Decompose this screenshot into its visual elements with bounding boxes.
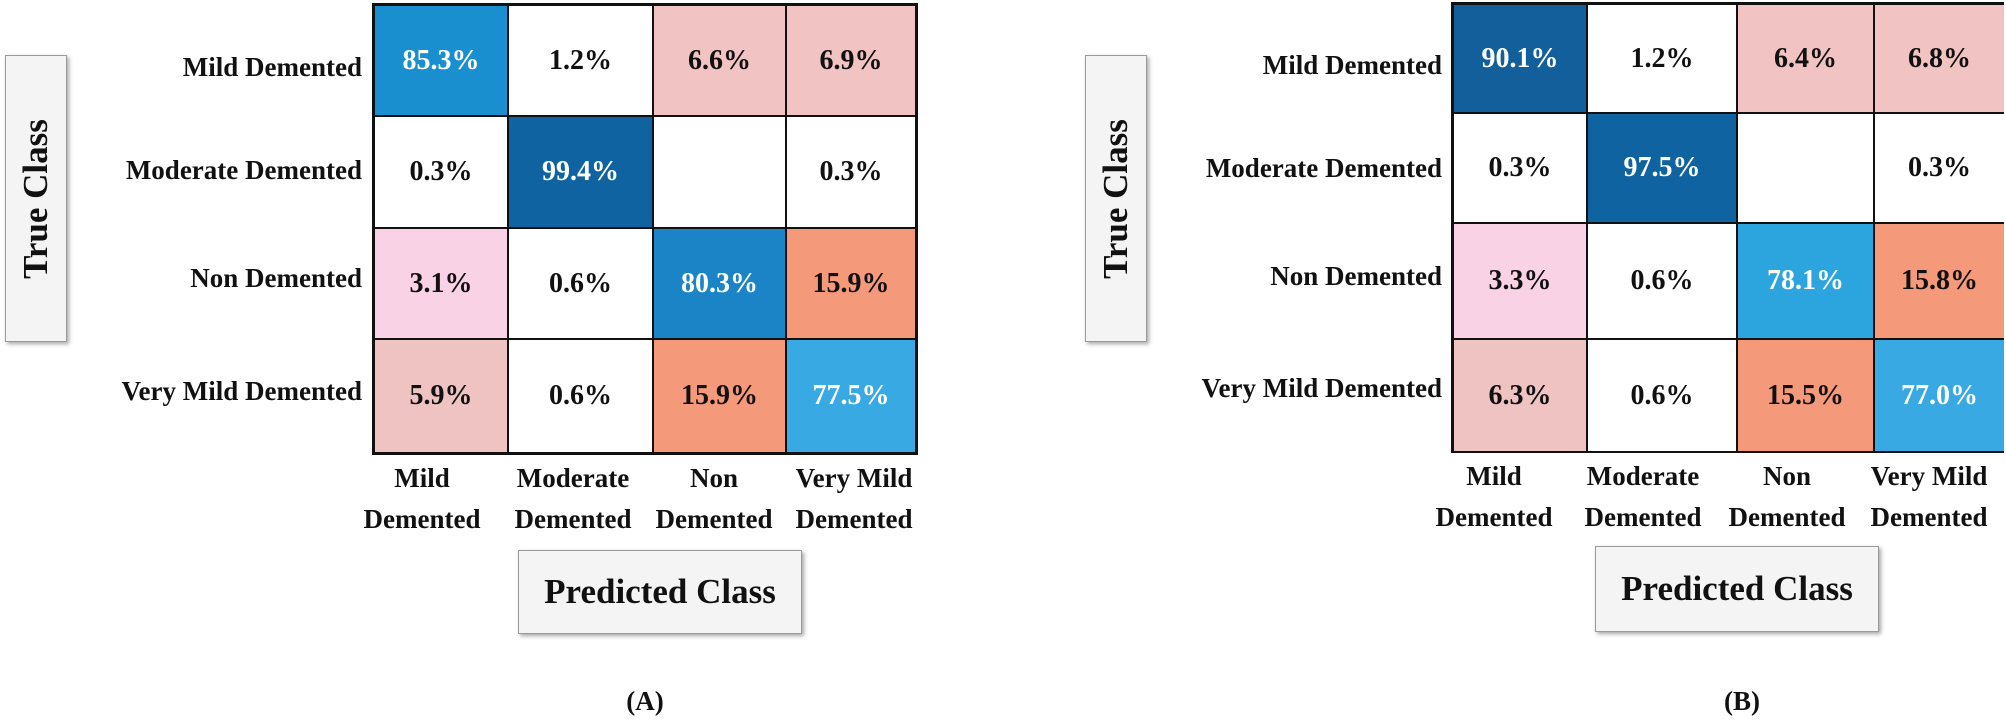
row-label: Very Mild Demented bbox=[1201, 373, 1442, 403]
matrix-grid: 90.1% 1.2% 6.4% 6.8% 0.3% 97.5% 0.3% 3.3% 0.6% 78… bbox=[1451, 2, 2004, 453]
matrix-cell: 6.6% bbox=[654, 6, 785, 115]
matrix-cell: 6.3% bbox=[1454, 340, 1586, 451]
matrix-cell: 85.3% bbox=[375, 6, 507, 115]
matrix-cell: 15.8% bbox=[1875, 224, 2004, 338]
row-label: Mild Demented bbox=[1262, 50, 1442, 80]
column-label: Mild Demented bbox=[1435, 461, 1553, 532]
confusion-matrix-b: True Class Mild Demented Moderate Dement… bbox=[1003, 0, 2006, 728]
matrix-cell: 99.4% bbox=[509, 117, 652, 227]
matrix-cell: 1.2% bbox=[1588, 5, 1736, 112]
matrix-cell: 15.9% bbox=[787, 229, 915, 338]
matrix-cell: 6.4% bbox=[1738, 5, 1873, 112]
matrix-cell: 0.3% bbox=[375, 117, 507, 227]
column-label: Very Mild Demented bbox=[1870, 461, 1988, 532]
panel-caption: (B) bbox=[1724, 686, 1760, 716]
matrix-cell: 6.9% bbox=[787, 6, 915, 115]
column-label: Moderate Demented bbox=[514, 463, 632, 534]
row-label: Non Demented bbox=[1270, 261, 1442, 291]
matrix-cell: 90.1% bbox=[1454, 5, 1586, 112]
y-axis-title-box: True Class bbox=[5, 55, 67, 342]
y-axis-title: True Class bbox=[1096, 118, 1135, 279]
row-label: Moderate Demented bbox=[125, 155, 362, 185]
matrix-cell: 97.5% bbox=[1588, 114, 1736, 222]
x-axis-title: Predicted Class bbox=[518, 550, 802, 634]
matrix-cell: 0.3% bbox=[1875, 114, 2004, 222]
matrix-cell: 0.6% bbox=[509, 340, 652, 452]
matrix-cell bbox=[1738, 114, 1873, 222]
matrix-cell: 0.3% bbox=[787, 117, 915, 227]
column-label: Non Demented bbox=[1728, 461, 1846, 532]
matrix-cell bbox=[654, 117, 785, 227]
column-label: Very Mild Demented bbox=[795, 463, 913, 534]
matrix-cell: 0.6% bbox=[509, 229, 652, 338]
confusion-matrix-a: True Class Mild Demented Moderate Dement… bbox=[5, 3, 918, 716]
column-label: Moderate Demented bbox=[1584, 461, 1702, 532]
matrix-cell: 15.5% bbox=[1738, 340, 1873, 451]
row-label: Non Demented bbox=[190, 263, 362, 293]
column-label: Non Demented bbox=[655, 463, 773, 534]
matrix-cell: 77.5% bbox=[787, 340, 915, 452]
x-axis-title: Predicted Class bbox=[1595, 546, 1879, 632]
y-axis-title-box: True Class bbox=[1085, 55, 1147, 342]
matrix-cell: 0.6% bbox=[1588, 340, 1736, 451]
matrix-cell: 5.9% bbox=[375, 340, 507, 452]
matrix-cell: 3.1% bbox=[375, 229, 507, 338]
matrix-cell: 0.6% bbox=[1588, 224, 1736, 338]
panel-caption: (A) bbox=[626, 686, 664, 716]
matrix-cell: 6.8% bbox=[1875, 5, 2004, 112]
matrix-cell: 15.9% bbox=[654, 340, 785, 452]
matrix-cell: 3.3% bbox=[1454, 224, 1586, 338]
matrix-cell: 80.3% bbox=[654, 229, 785, 338]
column-label: Mild Demented bbox=[363, 463, 481, 534]
matrix-cell: 0.3% bbox=[1454, 114, 1586, 222]
row-label: Moderate Demented bbox=[1205, 153, 1442, 183]
row-label: Mild Demented bbox=[182, 52, 362, 82]
matrix-grid: 85.3% 1.2% 6.6% 6.9% 0.3% 99.4% 0.3% 3.1% 0.6% 80… bbox=[372, 3, 918, 455]
matrix-cell: 1.2% bbox=[509, 6, 652, 115]
row-label: Very Mild Demented bbox=[121, 376, 362, 406]
matrix-cell: 78.1% bbox=[1738, 224, 1873, 338]
y-axis-title: True Class bbox=[16, 118, 55, 279]
matrix-cell: 77.0% bbox=[1875, 340, 2004, 451]
